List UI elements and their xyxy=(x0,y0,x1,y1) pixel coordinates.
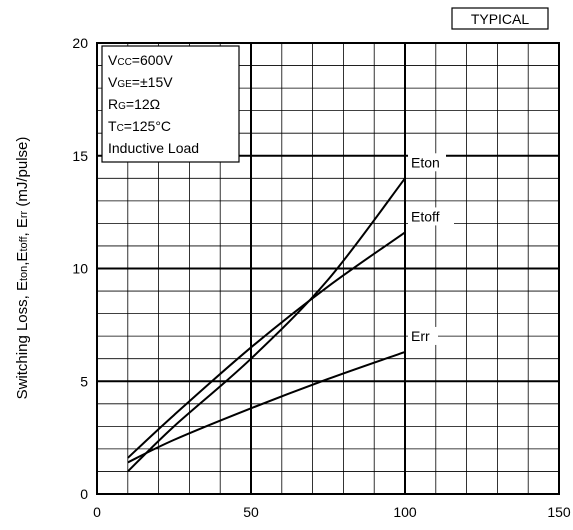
text-part: (mJ/pulse) xyxy=(14,137,31,211)
typical-badge: TYPICAL xyxy=(451,7,549,30)
y-tick-label: 10 xyxy=(72,261,88,277)
text-part: V xyxy=(108,74,118,90)
text-part: =12Ω xyxy=(126,96,160,112)
text-part: C xyxy=(117,123,124,134)
text-part: toff xyxy=(18,236,30,252)
condition-line: TC=125°C xyxy=(108,118,171,134)
text-part: =±15V xyxy=(132,74,173,90)
text-part: V xyxy=(108,52,118,68)
y-tick-label: 20 xyxy=(72,35,88,51)
text-part: CC xyxy=(117,57,131,68)
series-label-bg xyxy=(408,153,446,172)
series-label-etoff: Etoff xyxy=(411,208,440,224)
y-tick-label: 5 xyxy=(80,373,88,389)
x-tick-label: 100 xyxy=(393,504,417,520)
y-axis-label: Switching Loss, Eton,Etoff, Err (mJ/puls… xyxy=(14,137,31,400)
text-part: R xyxy=(108,96,118,112)
typical-badge-text: TYPICAL xyxy=(471,11,530,27)
tick-labels: 0 50 100 150 0 5 10 15 20 xyxy=(72,35,570,520)
series-line-err xyxy=(127,350,406,464)
series-line-etoff xyxy=(127,231,406,459)
series-line-eton xyxy=(127,177,406,473)
plot-frame xyxy=(96,42,560,495)
text-part: ,E xyxy=(14,252,31,266)
series-labels: Eton Etoff Err xyxy=(408,153,454,345)
condition-line: RG=12Ω xyxy=(108,96,160,112)
text-part: rr xyxy=(18,210,30,218)
text-part: =125°C xyxy=(124,118,171,134)
x-tick-label: 150 xyxy=(547,504,571,520)
text-part: , E xyxy=(14,218,31,236)
conditions-box-frame xyxy=(101,45,240,163)
y-tick-label: 0 xyxy=(80,486,88,502)
series-label-eton: Eton xyxy=(411,154,440,170)
series-label-bg xyxy=(408,326,438,345)
condition-line: Inductive Load xyxy=(108,140,199,156)
grid-lines xyxy=(97,43,559,494)
condition-line: VCC=600V xyxy=(108,52,173,68)
condition-line: VGE=±15V xyxy=(108,74,173,90)
text-part: T xyxy=(108,118,117,134)
x-tick-label: 50 xyxy=(243,504,259,520)
typical-badge-frame xyxy=(451,7,549,30)
series-label-bg xyxy=(408,207,454,226)
y-tick-label: 15 xyxy=(72,148,88,164)
conditions-box: VCC=600VVGE=±15VRG=12ΩTC=125°CInductive … xyxy=(101,45,240,163)
text-part: GE xyxy=(117,79,132,90)
text-part: G xyxy=(118,101,126,112)
text-part: Inductive Load xyxy=(108,140,199,156)
text-part: ton xyxy=(18,266,30,281)
text-part: =600V xyxy=(132,52,174,68)
series-label-err: Err xyxy=(411,328,430,344)
x-tick-label: 0 xyxy=(93,504,101,520)
series-lines xyxy=(127,177,406,473)
text-part: Switching Loss, E xyxy=(14,281,31,399)
